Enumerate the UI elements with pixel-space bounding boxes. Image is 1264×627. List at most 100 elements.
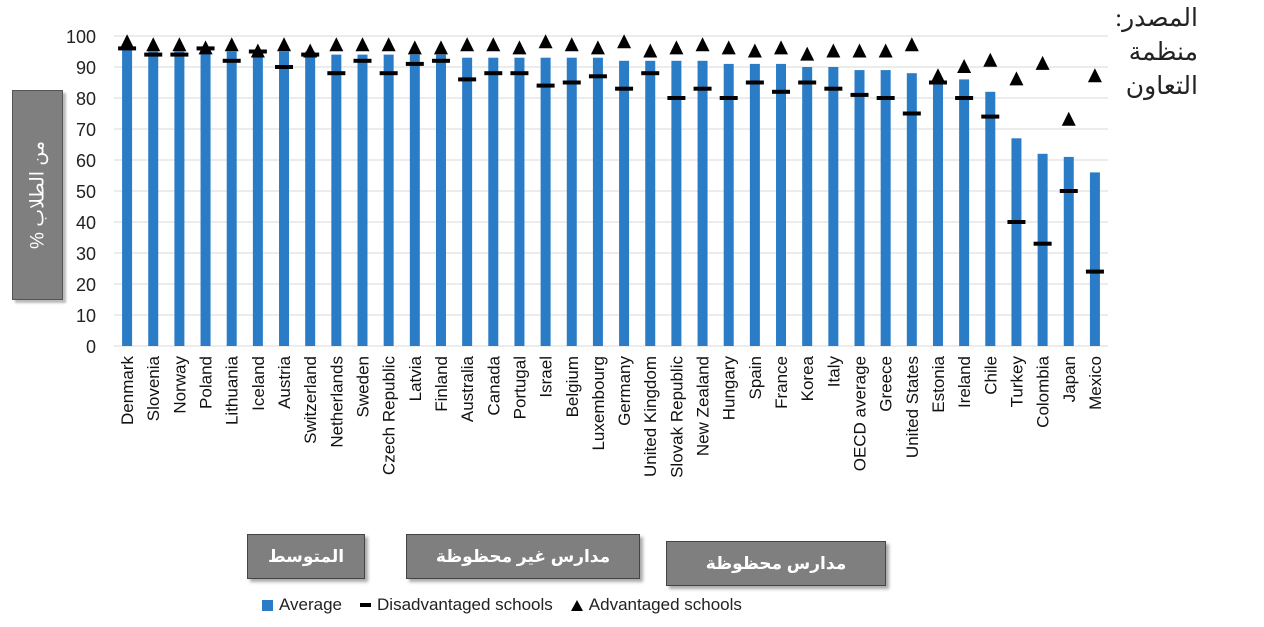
mark-advantaged bbox=[172, 37, 187, 52]
x-tick-label: Estonia bbox=[929, 355, 948, 412]
tag-average: المتوسط bbox=[247, 534, 365, 579]
bars-average bbox=[122, 45, 1100, 347]
mark-disadvantaged bbox=[484, 71, 503, 76]
x-tick-label: Slovak Republic bbox=[667, 356, 686, 478]
mark-disadvantaged bbox=[510, 71, 529, 76]
legend-item-average: Average bbox=[262, 595, 342, 615]
mark-disadvantaged bbox=[876, 96, 895, 100]
legend-triangle-icon bbox=[570, 599, 583, 611]
mark-advantaged bbox=[224, 37, 239, 52]
legend-item-disadvantaged: Disadvantaged schools bbox=[360, 595, 553, 615]
legend-label-disadvantaged: Disadvantaged schools bbox=[377, 595, 553, 614]
bar-average bbox=[279, 51, 290, 346]
tag-disadvantaged: مدارس غير محظوظة bbox=[406, 534, 640, 579]
mark-advantaged bbox=[564, 37, 579, 52]
mark-advantaged bbox=[590, 40, 605, 55]
y-tick-label: 60 bbox=[76, 151, 96, 171]
bar-average bbox=[514, 57, 525, 346]
bar-average bbox=[906, 73, 917, 346]
y-tick-label: 70 bbox=[76, 120, 96, 140]
x-tick-label: Japan bbox=[1060, 356, 1079, 402]
mark-advantaged bbox=[120, 34, 135, 49]
x-tick-label: United Kingdom bbox=[641, 356, 660, 477]
x-tick-label: France bbox=[772, 356, 791, 409]
bar-average bbox=[802, 67, 813, 346]
mark-advantaged bbox=[355, 37, 370, 52]
mark-advantaged bbox=[538, 34, 553, 49]
legend-dash-icon bbox=[360, 603, 372, 607]
mark-disadvantaged bbox=[693, 86, 712, 91]
mark-advantaged bbox=[1061, 111, 1076, 126]
y-tick-label: 80 bbox=[76, 89, 96, 109]
bar-average bbox=[723, 63, 734, 347]
mark-disadvantaged bbox=[1085, 269, 1104, 274]
mark-advantaged bbox=[747, 43, 762, 58]
mark-advantaged bbox=[277, 37, 292, 52]
y-axis-label-box: % من الطلاب bbox=[12, 90, 63, 300]
mark-disadvantaged bbox=[405, 61, 424, 66]
y-tick-label: 30 bbox=[76, 244, 96, 264]
bar-average bbox=[148, 51, 159, 346]
bar-average bbox=[462, 57, 473, 346]
bar-average bbox=[1089, 172, 1100, 346]
mark-disadvantaged bbox=[327, 71, 346, 76]
bar-average bbox=[540, 57, 551, 346]
mark-advantaged bbox=[669, 40, 684, 55]
bar-average bbox=[305, 51, 316, 346]
mark-advantaged bbox=[486, 37, 501, 52]
bar-average bbox=[592, 57, 603, 346]
bar-average bbox=[488, 57, 499, 346]
mark-advantaged bbox=[617, 34, 632, 49]
x-tick-label: Germany bbox=[615, 356, 634, 426]
mark-advantaged bbox=[721, 40, 736, 55]
bar-average bbox=[697, 60, 708, 347]
bar-average bbox=[645, 60, 656, 347]
bar-average bbox=[1037, 153, 1048, 346]
bar-average bbox=[828, 67, 839, 346]
mark-advantaged bbox=[983, 52, 998, 67]
mark-advantaged bbox=[826, 43, 841, 58]
y-tick-label: 90 bbox=[76, 58, 96, 78]
mark-disadvantaged bbox=[824, 86, 843, 91]
x-tick-label: Switzerland bbox=[301, 356, 320, 444]
legend-label-advantaged: Advantaged schools bbox=[588, 595, 742, 614]
x-tick-label: Canada bbox=[484, 355, 503, 415]
x-tick-label: Latvia bbox=[406, 355, 425, 401]
mark-disadvantaged bbox=[615, 86, 634, 91]
mark-disadvantaged bbox=[275, 65, 294, 69]
source-text: المصدر: منظمة التعاون bbox=[1115, 5, 1198, 100]
x-tick-label: Slovenia bbox=[144, 355, 163, 421]
mark-advantaged bbox=[1035, 55, 1050, 70]
y-tick-label: 40 bbox=[76, 213, 96, 233]
mark-disadvantaged bbox=[1007, 220, 1026, 224]
bar-average bbox=[357, 54, 368, 346]
mark-disadvantaged bbox=[222, 58, 241, 63]
mark-disadvantaged bbox=[588, 74, 607, 79]
x-tick-label: Denmark bbox=[118, 356, 137, 425]
bar-average bbox=[409, 54, 420, 346]
mark-advantaged bbox=[146, 37, 161, 52]
mark-advantaged bbox=[643, 43, 658, 58]
x-tick-label: Poland bbox=[197, 356, 216, 409]
x-tick-label: New Zealand bbox=[694, 356, 713, 456]
mark-advantaged bbox=[303, 43, 318, 58]
bar-average bbox=[122, 45, 133, 347]
x-tick-label: Portugal bbox=[510, 356, 529, 419]
mark-disadvantaged bbox=[928, 80, 947, 85]
x-tick-label: United States bbox=[903, 356, 922, 458]
x-tick-label: OECD average bbox=[851, 356, 870, 471]
bar-average bbox=[435, 54, 446, 346]
x-tick-label: Colombia bbox=[1034, 355, 1053, 427]
mark-disadvantaged bbox=[118, 46, 137, 51]
x-tick-label: Lithuania bbox=[223, 355, 242, 425]
x-tick-label: Italy bbox=[824, 356, 843, 388]
mark-disadvantaged bbox=[144, 52, 163, 57]
y-axis-label: % من الطلاب bbox=[27, 141, 48, 249]
mark-disadvantaged bbox=[667, 96, 686, 100]
x-tick-label: Spain bbox=[746, 356, 765, 399]
x-tick-label: Chile bbox=[981, 356, 1000, 395]
bar-average bbox=[1063, 156, 1074, 346]
mark-disadvantaged bbox=[536, 83, 555, 88]
mark-advantaged bbox=[460, 37, 475, 52]
x-tick-label: Turkey bbox=[1007, 356, 1026, 408]
